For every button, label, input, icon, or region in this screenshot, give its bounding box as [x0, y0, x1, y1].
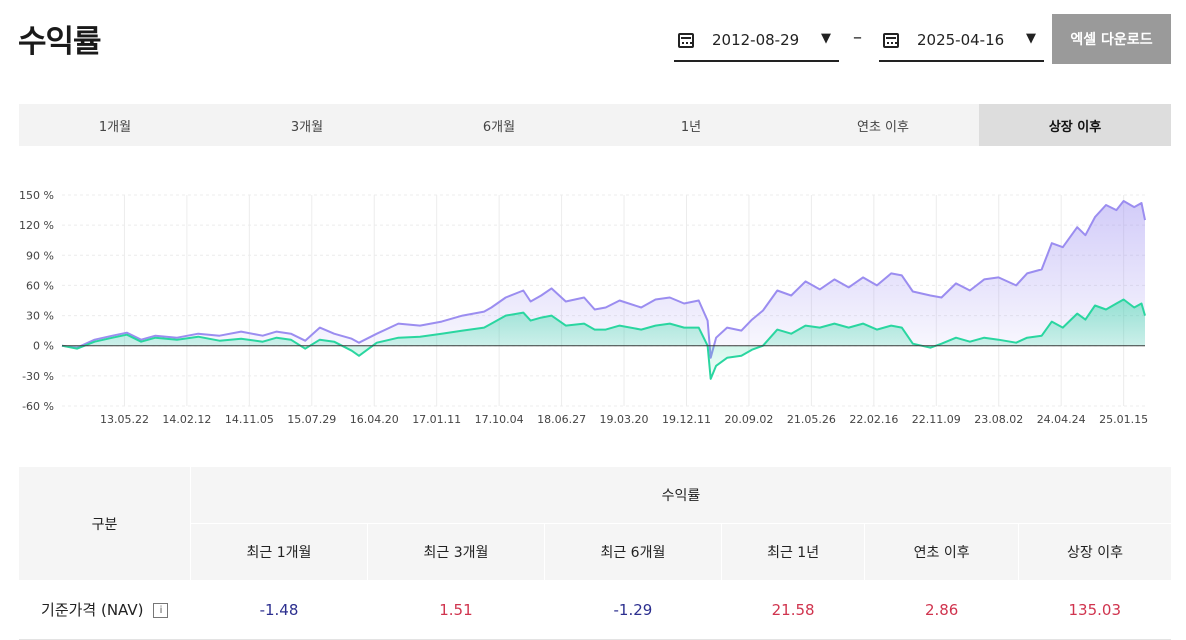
returns-table: 구분 수익률 최근 1개월 최근 3개월 최근 6개월 최근 1년 연초 이후 …: [19, 467, 1171, 640]
x-tick-label: 23.08.02: [974, 413, 1023, 426]
x-tick-label: 14.02.12: [162, 413, 211, 426]
table-cell: -1.29: [544, 580, 722, 640]
return-chart: 150 % 120 % 90 % 60 % 30 % 0 % -30 % -60 % 13.05…: [19, 189, 1148, 426]
x-tick-label: 19.12.11: [662, 413, 711, 426]
x-tick-label: 19.03.20: [600, 413, 649, 426]
caret-down-icon: ▼: [1026, 31, 1036, 46]
table-cell: 135.03: [1018, 580, 1171, 640]
date-separator: –: [853, 27, 862, 48]
table-row: 기준가격 (NAV) i -1.48 1.51 -1.29 21.58 2.86 …: [19, 580, 1171, 640]
start-date-value: 2012-08-29: [712, 31, 800, 49]
calendar-icon: [883, 32, 899, 48]
x-tick-label: 13.05.22: [100, 413, 149, 426]
y-tick-label: -60 %: [22, 400, 54, 413]
table-cell: -1.48: [190, 580, 368, 640]
period-tabs: 1개월 3개월 6개월 1년 연초 이후 상장 이후: [19, 104, 1171, 146]
table-cell: 1.51: [367, 580, 545, 640]
tab-1-month[interactable]: 1개월: [98, 119, 132, 135]
y-tick-label: 30 %: [26, 310, 54, 323]
column-header: 최근 6개월: [543, 523, 722, 580]
y-tick-label: 120 %: [19, 219, 54, 232]
tab-since-listing[interactable]: 상장 이후: [979, 104, 1171, 146]
end-date-value: 2025-04-16: [917, 31, 1005, 49]
x-tick-label: 17.01.11: [412, 413, 461, 426]
x-tick-label: 15.07.29: [287, 413, 336, 426]
column-header: 최근 3개월: [366, 523, 545, 580]
x-tick-label: 24.04.24: [1037, 413, 1086, 426]
x-tick-label: 22.02.16: [849, 413, 898, 426]
y-tick-label: -30 %: [22, 370, 54, 383]
series-area-1: [62, 299, 1145, 379]
start-date-picker[interactable]: 2012-08-29 ▼: [674, 20, 839, 62]
row-label: 기준가격 (NAV) i: [19, 580, 191, 640]
group-header: 구분: [19, 467, 191, 580]
y-tick-label: 90 %: [26, 249, 54, 262]
x-tick-label: 22.11.09: [912, 413, 961, 426]
column-header: 최근 1년: [720, 523, 865, 580]
column-header: 최근 1개월: [190, 523, 368, 580]
tab-3-months[interactable]: 3개월: [290, 119, 324, 135]
page-title: 수익률: [18, 24, 102, 60]
y-tick-label: 60 %: [26, 279, 54, 292]
x-tick-label: 16.04.20: [350, 413, 399, 426]
x-tick-label: 20.09.02: [724, 413, 773, 426]
x-tick-label: 17.10.04: [475, 413, 524, 426]
y-tick-label: 150 %: [19, 189, 54, 202]
tab-ytd[interactable]: 연초 이후: [857, 119, 909, 135]
series-area-0: [62, 201, 1145, 358]
calendar-icon: [678, 32, 694, 48]
y-tick-label: 0 %: [33, 340, 54, 353]
x-tick-label: 25.01.15: [1099, 413, 1148, 426]
excel-download-button[interactable]: 엑셀 다운로드: [1052, 14, 1171, 64]
x-tick-label: 14.11.05: [225, 413, 274, 426]
tab-6-months[interactable]: 6개월: [482, 119, 516, 135]
column-header: 상장 이후: [1018, 523, 1171, 580]
table-cell: 21.58: [721, 580, 865, 640]
series-line-0: [61, 200, 1146, 359]
end-date-picker[interactable]: 2025-04-16 ▼: [879, 20, 1044, 62]
x-tick-label: 18.06.27: [537, 413, 586, 426]
series-line-1: [61, 298, 1146, 380]
tab-1-year[interactable]: 1년: [680, 119, 702, 135]
x-tick-label: 21.05.26: [787, 413, 836, 426]
returns-header: 수익률: [190, 467, 1171, 524]
row-label-text: 기준가격 (NAV): [41, 601, 144, 619]
info-icon[interactable]: i: [153, 603, 169, 618]
table-cell: 2.86: [864, 580, 1019, 640]
column-header: 연초 이후: [864, 523, 1019, 580]
caret-down-icon: ▼: [821, 31, 831, 46]
